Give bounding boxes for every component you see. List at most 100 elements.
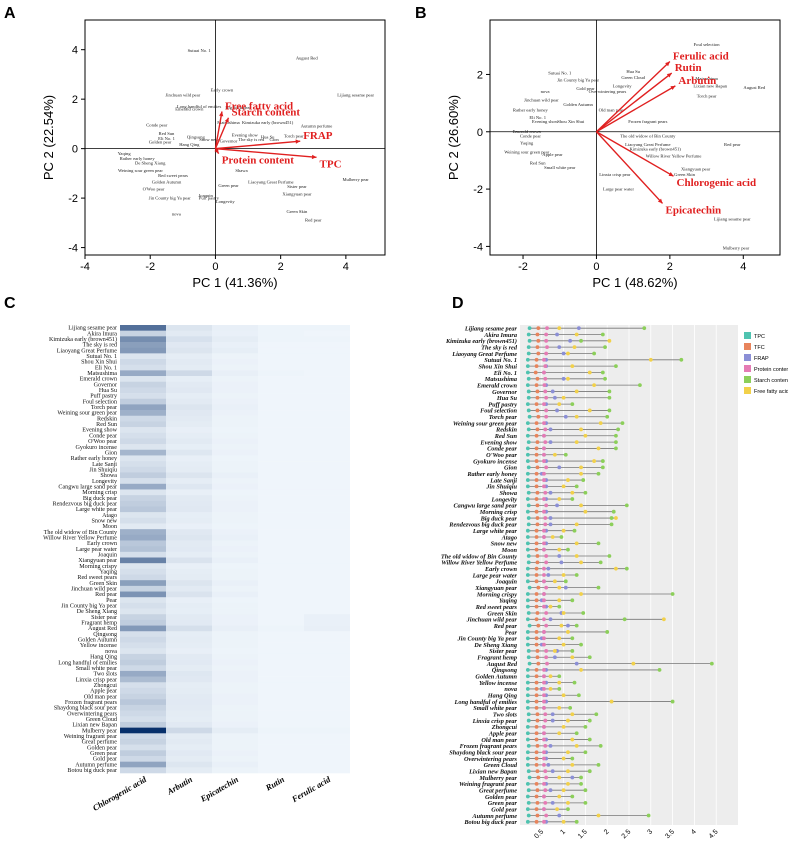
sample-label: Green Skin	[674, 172, 695, 177]
dot-protein-content	[542, 630, 546, 634]
dot-free-fatty-acid	[596, 813, 601, 818]
row-label: Cangwu large sand pear	[453, 503, 517, 510]
heatmap-cell	[166, 659, 212, 666]
dot-starch-content	[596, 541, 601, 546]
dot-protein-content	[542, 762, 546, 767]
sample-label: Long handful of emilies	[177, 104, 221, 109]
heatmap-cell	[166, 557, 212, 564]
row-label: Linxia crisp pear	[76, 677, 117, 683]
heatmap-cell	[166, 580, 212, 587]
dot-starch-content	[574, 573, 579, 577]
heatmap-cell	[120, 398, 166, 405]
dot-tfc	[535, 490, 540, 495]
dot-tpc	[527, 326, 532, 331]
row-label: Large pear water	[76, 547, 117, 553]
heatmap-cell	[166, 438, 212, 445]
dot-free-fatty-acid	[574, 554, 579, 558]
dot-starch-content	[592, 351, 597, 356]
row-label: Gold pear	[491, 806, 517, 813]
heatmap-cell	[212, 449, 258, 456]
legend-swatch	[744, 332, 751, 339]
row-label: Jin Shuiqiu	[485, 484, 517, 491]
row-label: The sky is red	[83, 343, 117, 349]
sample-label: Jin County big Ya pear	[557, 78, 599, 83]
heatmap-cell	[120, 687, 166, 694]
sample-label: Governor	[220, 138, 238, 143]
sample-label: Emerald crown	[175, 106, 204, 111]
dot-tpc	[525, 528, 530, 533]
dot-tfc	[534, 680, 539, 685]
row-label: Jinchuan wild pear	[466, 617, 518, 624]
row-label: Mulberry pear	[82, 728, 117, 734]
sample-label: Liaoyang Great Perfume	[248, 179, 293, 184]
loading-arrow-head	[214, 148, 219, 154]
row-label: Apple pear	[488, 731, 518, 738]
dot-free-fatty-acid	[566, 769, 570, 774]
dot-tfc	[535, 743, 540, 748]
heatmap-cell	[120, 602, 166, 609]
dot-free-fatty-acid	[566, 351, 570, 356]
heatmap-cell	[212, 500, 258, 507]
heatmap-cell	[304, 568, 350, 575]
heatmap-cell	[212, 534, 258, 541]
sample-label: Large pear water	[603, 187, 635, 192]
dot-starch-content	[559, 535, 564, 539]
dot-free-fatty-acid	[570, 712, 575, 717]
row-label: Frozen fragrant pears	[460, 743, 518, 750]
heatmap-cell	[258, 438, 304, 445]
panel-letter-a: A	[2, 2, 22, 27]
row-label: Morning crisp	[82, 490, 117, 496]
dot-free-fatty-acid	[557, 497, 562, 501]
heatmap-cell	[212, 342, 258, 348]
row-label: Foul selection	[480, 408, 517, 415]
dot-starch-content	[583, 788, 588, 793]
dot-free-fatty-acid	[557, 794, 562, 799]
dot-starch-content	[614, 364, 618, 369]
heatmap-cell	[258, 591, 304, 598]
heatmap-cell	[120, 449, 166, 456]
y-axis-label: PC 2 (26.60%)	[446, 95, 461, 180]
heatmap-cell	[166, 614, 212, 621]
legend-swatch	[744, 343, 751, 350]
sample-label: Red pear	[305, 218, 322, 223]
row-label: Matsushima	[484, 376, 517, 383]
dot-tfc	[534, 706, 539, 710]
heatmap-cell	[258, 704, 304, 711]
row-label: Red sweet pears	[475, 604, 518, 611]
loading-arrow	[596, 85, 676, 133]
heatmap-cell	[304, 347, 350, 354]
dot-frap	[574, 661, 579, 666]
sample-label: Qingsong	[187, 135, 206, 140]
dot-tpc	[526, 718, 531, 723]
heatmap-cell	[258, 506, 304, 513]
dot-tfc	[536, 661, 541, 666]
heatmap-cell	[212, 551, 258, 558]
heatmap-cell	[120, 704, 166, 711]
dot-tfc	[534, 421, 539, 426]
row-label: nova	[105, 649, 117, 655]
dot-frap	[566, 623, 570, 628]
dot-tpc	[525, 687, 530, 691]
heatmap-cell	[258, 727, 304, 734]
heatmap-cell	[166, 738, 212, 745]
heatmap-cell	[212, 574, 258, 581]
dot-free-fatty-acid	[566, 781, 570, 786]
sample-label: Liaoyang Great Perfume	[625, 142, 670, 147]
row-label: Eli No. 1	[95, 365, 117, 371]
heatmap-cell	[212, 359, 258, 365]
dot-free-fatty-acid	[592, 459, 597, 463]
dot-free-fatty-acid	[609, 699, 614, 704]
dot-tfc	[534, 478, 539, 482]
heatmap-cell	[120, 682, 166, 689]
heatmap-cell	[304, 534, 350, 541]
dot-free-fatty-acid	[574, 522, 579, 527]
dot-starch-content	[583, 490, 588, 495]
heatmap-cell	[304, 716, 350, 723]
sample-label: Xiangyuan pear	[282, 192, 312, 197]
sample-label: Eli No. 1	[529, 115, 546, 120]
dot-free-fatty-acid	[552, 579, 557, 584]
heatmap-cell	[120, 376, 166, 383]
dot-tfc	[534, 737, 539, 742]
loading-arrow-head	[670, 85, 676, 91]
row-label: Red pear	[493, 623, 518, 630]
